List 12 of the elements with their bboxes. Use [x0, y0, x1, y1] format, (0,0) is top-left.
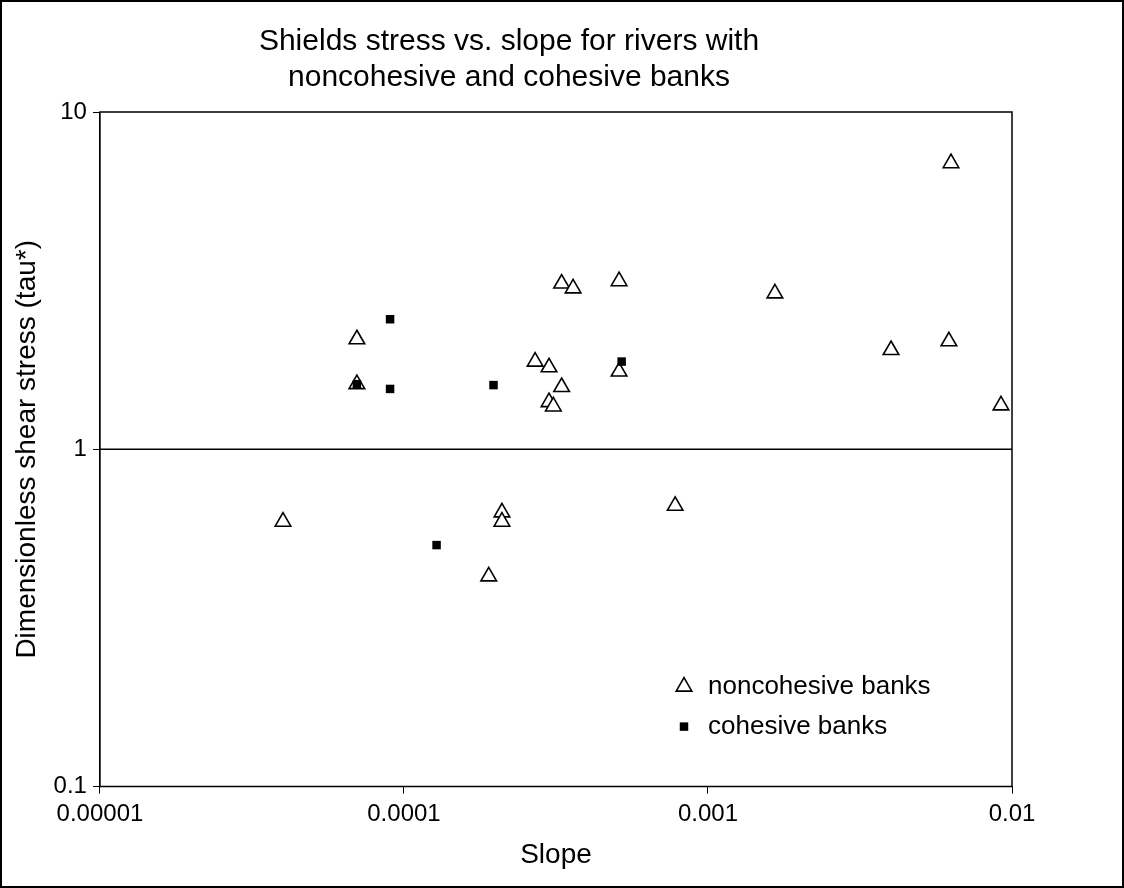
y-axis-title: Dimensionless shear stress (tau*) [9, 240, 41, 659]
legend-label: cohesive banks [708, 709, 888, 740]
x-axis-title: Slope [520, 837, 592, 869]
x-tick-label: 0.00001 [56, 798, 144, 826]
y-tick-label: 0.1 [53, 771, 87, 799]
y-tick-label: 1 [73, 433, 87, 461]
x-tick-label: 0.001 [677, 798, 739, 826]
legend-label: noncohesive banks [708, 669, 931, 700]
x-tick-label: 0.01 [988, 798, 1036, 826]
y-tick-label: 10 [60, 96, 87, 124]
chart-title: Shields stress vs. slope for rivers with noncohesive and cohesive banks [258, 23, 760, 93]
x-tick-label: 0.0001 [367, 798, 441, 826]
